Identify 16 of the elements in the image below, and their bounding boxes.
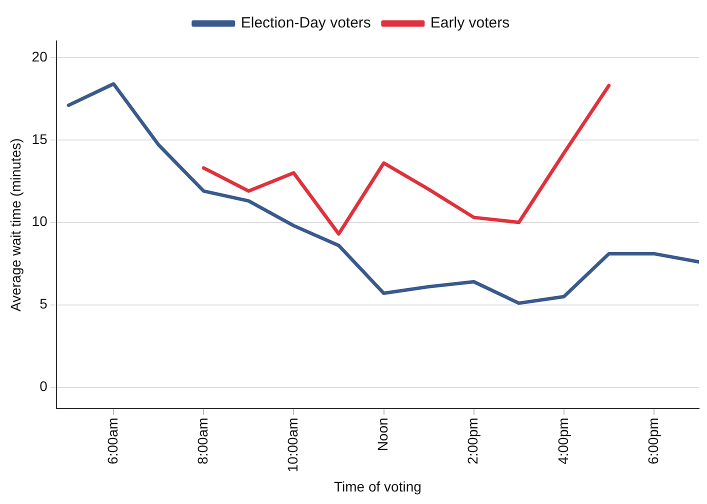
- y-tick-label: 5: [40, 296, 48, 312]
- y-tick-label: 0: [40, 378, 48, 394]
- x-tick-label: Noon: [374, 418, 391, 452]
- x-tick-label: 8:00am: [194, 418, 210, 464]
- x-axis-title: Time of voting: [334, 478, 422, 494]
- y-tick-label: 20: [32, 48, 48, 64]
- x-tick-label: 6:00pm: [644, 418, 661, 464]
- y-tick-label: 10: [32, 213, 48, 230]
- y-tick-label: 15: [32, 130, 48, 147]
- legend-label: Early voters: [430, 14, 510, 32]
- y-axis-title: Average wait time (minutes): [7, 138, 24, 312]
- x-tick-label: 4:00pm: [554, 418, 571, 464]
- x-tick-label: 10:00am: [284, 418, 301, 472]
- x-tick-label: 2:00pm: [464, 418, 481, 464]
- x-tick-label: 6:00am: [104, 418, 120, 464]
- legend-label: Election-Day voters: [240, 14, 371, 32]
